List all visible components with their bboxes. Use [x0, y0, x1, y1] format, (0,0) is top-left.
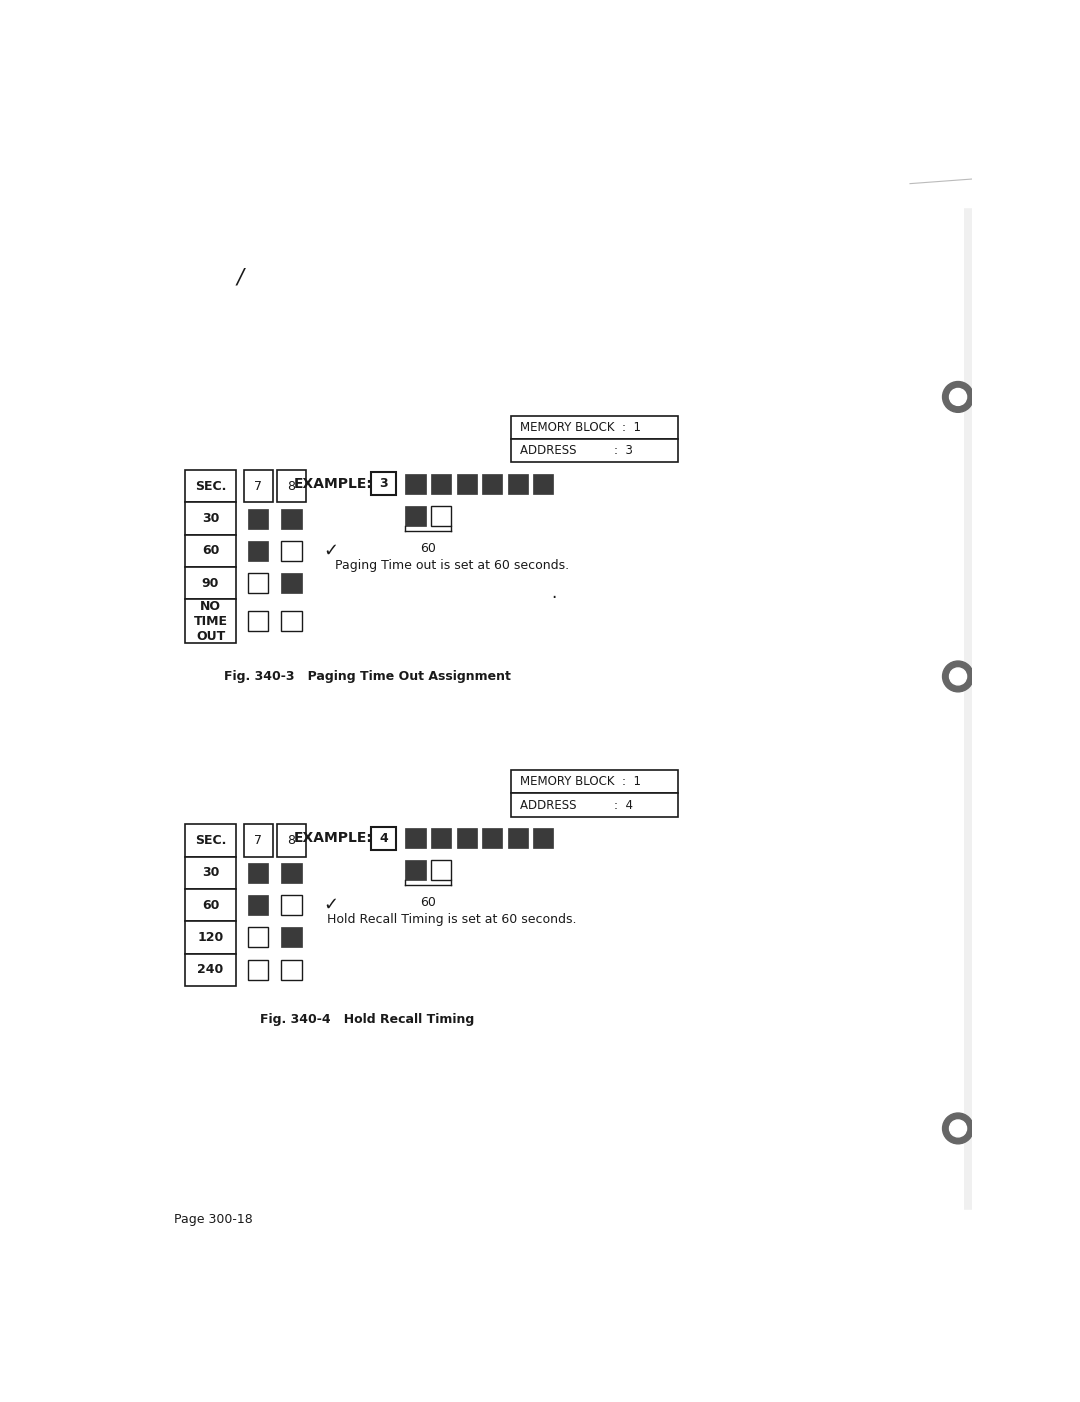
Bar: [186, 566, 235, 600]
Bar: [511, 770, 677, 794]
Bar: [431, 861, 451, 880]
Text: SEC.: SEC.: [194, 834, 226, 847]
Bar: [248, 611, 268, 631]
Text: Paging Time out is set at 60 seconds.: Paging Time out is set at 60 seconds.: [335, 558, 569, 572]
Text: 8: 8: [287, 479, 296, 492]
Bar: [248, 928, 268, 948]
Circle shape: [943, 381, 973, 412]
Circle shape: [943, 1113, 973, 1144]
Text: /: /: [237, 268, 243, 287]
Bar: [457, 829, 476, 848]
Text: Hold Recall Timing is set at 60 seconds.: Hold Recall Timing is set at 60 seconds.: [327, 913, 577, 925]
Bar: [431, 829, 451, 848]
Bar: [276, 824, 307, 857]
Bar: [186, 534, 235, 566]
Bar: [405, 506, 426, 526]
Bar: [248, 862, 268, 883]
Bar: [508, 829, 528, 848]
Bar: [511, 416, 677, 439]
Bar: [482, 829, 502, 848]
Text: 30: 30: [202, 512, 219, 526]
Bar: [186, 824, 235, 857]
Bar: [282, 862, 301, 883]
Bar: [276, 470, 307, 502]
Text: 60: 60: [202, 544, 219, 558]
Bar: [282, 573, 301, 593]
Circle shape: [949, 1120, 967, 1137]
Text: 60: 60: [202, 899, 219, 911]
Text: MEMORY BLOCK  :  1: MEMORY BLOCK : 1: [521, 775, 642, 788]
Bar: [282, 928, 301, 948]
Bar: [186, 470, 235, 502]
Text: EXAMPLE:: EXAMPLE:: [294, 477, 373, 491]
Text: 30: 30: [202, 866, 219, 879]
Bar: [186, 600, 235, 644]
Circle shape: [949, 667, 967, 686]
Bar: [457, 474, 476, 494]
Bar: [248, 894, 268, 916]
Bar: [372, 827, 396, 850]
Bar: [534, 474, 553, 494]
Bar: [282, 541, 301, 561]
Bar: [243, 824, 273, 857]
Bar: [248, 573, 268, 593]
Text: 60: 60: [420, 896, 436, 908]
Text: 240: 240: [198, 963, 224, 976]
Bar: [511, 439, 677, 463]
Text: 7: 7: [254, 479, 262, 492]
Text: Fig. 340-3   Paging Time Out Assignment: Fig. 340-3 Paging Time Out Assignment: [224, 670, 511, 683]
Text: 8: 8: [287, 834, 296, 847]
Text: ✓: ✓: [323, 543, 338, 559]
Text: ✓: ✓: [323, 896, 338, 914]
Bar: [186, 889, 235, 921]
Text: Fig. 340-4   Hold Recall Timing: Fig. 340-4 Hold Recall Timing: [260, 1012, 474, 1026]
Bar: [243, 470, 273, 502]
Bar: [405, 829, 426, 848]
Bar: [405, 861, 426, 880]
Bar: [186, 502, 235, 534]
Text: 3: 3: [379, 478, 388, 491]
Circle shape: [949, 388, 967, 405]
Text: .: .: [551, 585, 556, 603]
Text: 90: 90: [202, 576, 219, 590]
Bar: [186, 857, 235, 889]
Bar: [534, 829, 553, 848]
Bar: [248, 509, 268, 529]
Text: 7: 7: [254, 834, 262, 847]
Text: 60: 60: [420, 541, 436, 555]
Bar: [511, 794, 677, 816]
Text: SEC.: SEC.: [194, 479, 226, 492]
Circle shape: [943, 660, 973, 691]
Bar: [372, 472, 396, 495]
Bar: [282, 611, 301, 631]
Text: Page 300-18: Page 300-18: [174, 1213, 253, 1227]
Bar: [248, 960, 268, 980]
Bar: [405, 474, 426, 494]
Bar: [186, 953, 235, 986]
Text: MEMORY BLOCK  :  1: MEMORY BLOCK : 1: [521, 421, 642, 435]
Bar: [431, 506, 451, 526]
Bar: [282, 509, 301, 529]
Bar: [186, 921, 235, 953]
Text: EXAMPLE:: EXAMPLE:: [294, 831, 373, 845]
Text: ADDRESS          :  3: ADDRESS : 3: [521, 444, 633, 457]
Text: 120: 120: [198, 931, 224, 944]
Bar: [248, 541, 268, 561]
Bar: [482, 474, 502, 494]
Text: ADDRESS          :  4: ADDRESS : 4: [521, 799, 633, 812]
Text: NO
TIME
OUT: NO TIME OUT: [193, 600, 228, 642]
Bar: [508, 474, 528, 494]
Bar: [282, 894, 301, 916]
Bar: [431, 474, 451, 494]
Bar: [282, 960, 301, 980]
Text: 4: 4: [379, 831, 388, 844]
